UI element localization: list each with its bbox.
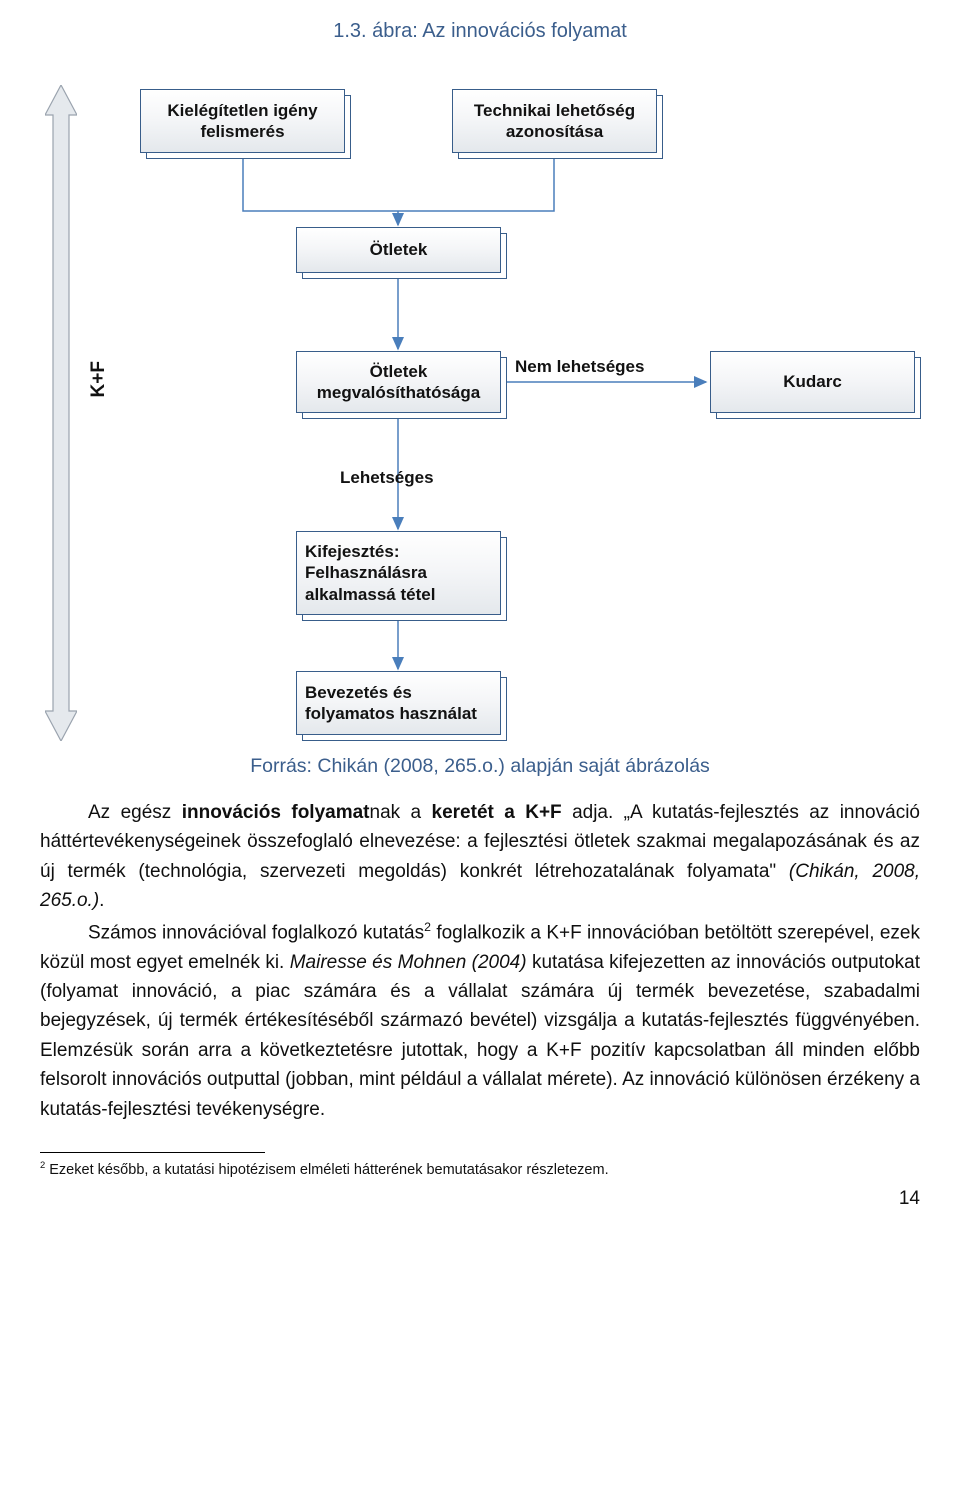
footnote-text: Ezeket később, a kutatási hipotézisem el… (45, 1162, 608, 1178)
text: . (99, 890, 104, 911)
node-introduction: Bevezetés és folyamatos használat (296, 671, 501, 735)
paragraph-1: Az egész innovációs folyamatnak a kereté… (40, 798, 920, 916)
edge-label-not-possible: Nem lehetséges (515, 357, 644, 377)
figure-source: Forrás: Chikán (2008, 265.o.) alapján sa… (40, 755, 920, 778)
text: Számos innovációval foglalkozó kutatás (88, 922, 424, 943)
italic-citation: Mairesse és Mohnen (2004) (290, 952, 527, 973)
flowchart: K+F Kielégítetlen igény felismerés Techn… (40, 61, 920, 751)
paragraph-2: Számos innovációval foglalkozó kutatás2 … (40, 918, 920, 1124)
text: nak a (370, 802, 432, 823)
footnote: 2 Ezeket később, a kutatási hipotézisem … (40, 1159, 920, 1178)
node-feasibility: Ötletek megvalósíthatósága (296, 351, 501, 413)
figure-title: 1.3. ábra: Az innovációs folyamat (40, 20, 920, 43)
node-tech: Technikai lehetőség azonosítása (452, 89, 657, 153)
node-need: Kielégítetlen igény felismerés (140, 89, 345, 153)
node-ideas: Ötletek (296, 227, 501, 273)
footnote-ref: 2 (424, 920, 431, 934)
bold-text: keretét a K+F (432, 802, 562, 823)
edge-label-possible: Lehetséges (340, 468, 434, 488)
node-development: Kifejesztés: Felhasználásra alkalmassá t… (296, 531, 501, 615)
footnote-rule (40, 1152, 265, 1153)
bold-text: innovációs folyamat (182, 802, 370, 823)
text: kutatása kifejezetten az innovációs outp… (40, 952, 920, 1120)
node-fail: Kudarc (710, 351, 915, 413)
body-text: Az egész innovációs folyamatnak a kereté… (40, 798, 920, 1124)
text: Az egész (88, 802, 182, 823)
page-number: 14 (40, 1188, 920, 1210)
